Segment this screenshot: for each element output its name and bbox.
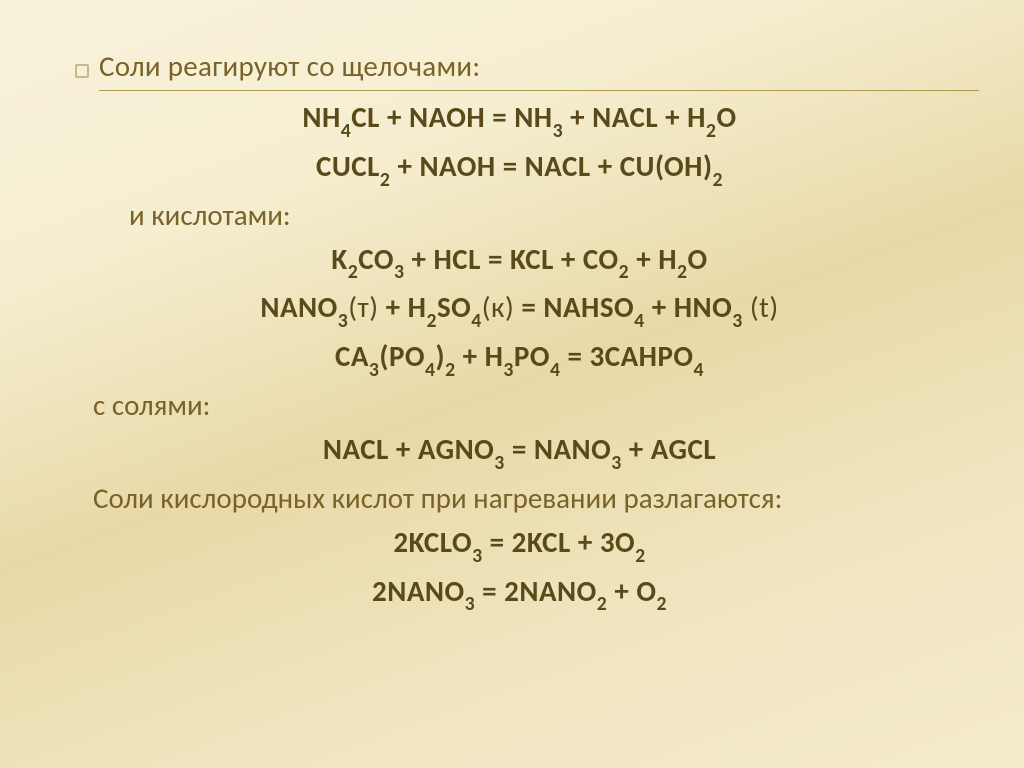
heading-alkali: Соли реагируют со щелочами: [99, 48, 979, 91]
section-salts: с солями: NaCl + AgNO3 = NaNO3 + AgCl [75, 387, 964, 472]
section-acids: и кислотами: K2CO3 + HCl = KCl + CO2 + H… [75, 197, 964, 379]
slide-container: Соли реагируют со щелочами: NH4Cl + NaOH… [0, 0, 1024, 768]
section-decomposition: Соли кислородных кислот при нагревании р… [75, 480, 964, 614]
heading-acids: и кислотами: [99, 197, 964, 233]
equation: K2CO3 + HCl = KCl + CO2 + H2O [75, 241, 964, 282]
equation: NaNO3(т) + H2SO4(к) = NaHSO4 + HNO3 (t) [75, 289, 964, 330]
heading-salts: с солями: [93, 387, 964, 423]
equation: NaCl + AgNO3 = NaNO3 + AgCl [75, 431, 964, 472]
equation: 2KClO3 = 2KCl + 3O2 [75, 524, 964, 565]
equation: CuCl2 + NaOH = NaCl + Cu(OH)2 [75, 148, 964, 189]
section-alkali: Соли реагируют со щелочами: NH4Cl + NaOH… [75, 48, 964, 189]
equation: 2NaNO3 = 2NaNO2 + O2 [75, 573, 964, 614]
bullet-row: Соли реагируют со щелочами: [75, 48, 964, 91]
equation: Ca3(PO4)2 + H3PO4 = 3CaHPO4 [75, 338, 964, 379]
heading-decomposition: Соли кислородных кислот при нагревании р… [93, 480, 964, 516]
equation: NH4Cl + NaOH = NH3 + NaCl + H2O [75, 99, 964, 140]
bullet-icon [75, 64, 89, 78]
